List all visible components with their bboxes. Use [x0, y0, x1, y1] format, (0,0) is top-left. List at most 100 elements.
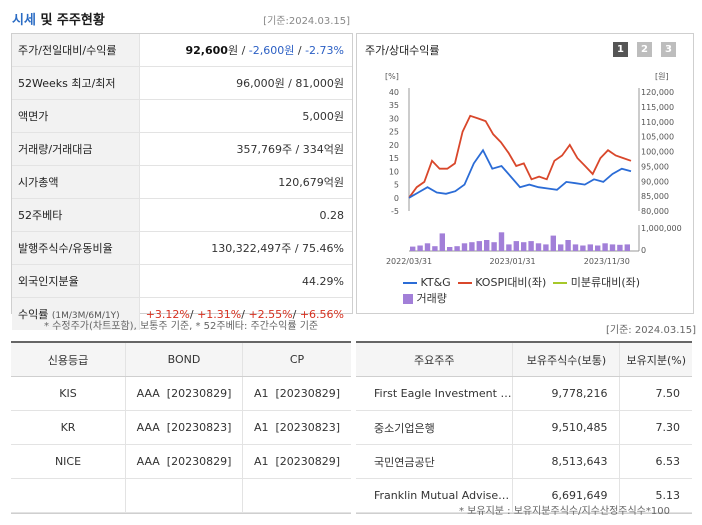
- cp-date: [20230829]: [275, 387, 341, 400]
- right-tick-label: 105,000: [641, 133, 674, 142]
- return-1y: +6.56%: [299, 307, 344, 321]
- chart-tab-1-button[interactable]: 1: [613, 42, 628, 57]
- right-tick-label: 120,000: [641, 88, 674, 97]
- chart-legend: KT&G KOSPI대비(좌) 미분류대비(좌): [403, 274, 640, 290]
- chart-tab-2-button[interactable]: 2: [637, 42, 652, 57]
- volume-tick-label: 0: [641, 246, 646, 255]
- row-label: 액면가: [12, 99, 140, 133]
- col-header: 보유주식수(보통): [512, 343, 621, 377]
- row-value: 0.28: [139, 198, 352, 232]
- agency: KR: [11, 410, 126, 445]
- cp-rating: A1 [20230829]: [242, 376, 351, 411]
- left-tick-label: 30: [389, 114, 399, 123]
- price-chart: [%] [원] 40 35 30 25 20 15 10 5 0 -5 120,000 115,000 11…: [385, 72, 682, 266]
- bond-date: [20230829]: [166, 455, 232, 468]
- volume-bar: [454, 246, 460, 251]
- col-header: 주요주주: [356, 343, 514, 377]
- row-value: 96,000원 / 81,000원: [139, 66, 352, 100]
- holder-shares: 9,510,485: [512, 410, 621, 445]
- cp-grade: A1: [253, 387, 269, 400]
- return-1m: +3.12%: [145, 307, 190, 321]
- right-tick-label: 90,000: [641, 177, 669, 186]
- price-table-panel: 주가/전일대비/수익률 92,600원 / -2,600원 / -2.73% 5…: [11, 33, 353, 330]
- volume-tick-label: 1,000,000: [641, 224, 682, 233]
- legend-item-market: 미분류대비(좌): [553, 276, 640, 289]
- volume-bar: [609, 244, 616, 251]
- agency: NICE: [11, 444, 126, 479]
- shareholders-panel: 주요주주 보유주식수(보통) 보유지분(%) First Eagle Inves…: [356, 341, 692, 514]
- series-line-kospi: [408, 114, 632, 199]
- row-label: 거래량/거래대금: [12, 132, 140, 166]
- cp-date: [20230823]: [275, 421, 341, 434]
- price-note: * 수정주가(차트포함), 보통주 기준, * 52주베타: 주간수익률 기준: [44, 321, 319, 332]
- table-row: 외국인지분율 44.29%: [12, 264, 352, 298]
- table-row: 52Weeks 최고/최저 96,000원 / 81,000원: [12, 66, 352, 100]
- volume-bar: [447, 247, 453, 251]
- table-row: Franklin Mutual Advise… 6,691,649 5.13: [356, 478, 692, 513]
- volume-bar: [521, 242, 527, 251]
- left-tick-label: 0: [394, 194, 399, 203]
- volume-bar: [417, 245, 423, 251]
- bond-rating: AAA [20230829]: [125, 444, 243, 479]
- table-row: 52주베타 0.28: [12, 198, 352, 232]
- cp-grade: A1: [253, 421, 269, 434]
- price-change: -2,600원: [248, 44, 295, 57]
- table-row: 수익률 (1M/3M/6M/1Y) +3.12%/ +1.31%/ +2.55%…: [12, 297, 352, 330]
- reference-date-2: [기준: 2024.03.15]: [606, 325, 697, 336]
- col-header: CP: [242, 343, 351, 377]
- agency: KIS: [11, 376, 126, 411]
- row-value: 130,322,497주 / 75.46%: [139, 231, 352, 265]
- table-row: 시가총액 120,679억원: [12, 165, 352, 199]
- row-label: 52Weeks 최고/최저: [12, 66, 140, 100]
- table-row: KR AAA [20230823] A1 [20230823]: [11, 410, 351, 445]
- title-primary: 시세: [12, 13, 36, 28]
- legend-label-kospi: KOSPI대비(좌): [475, 276, 547, 289]
- cp-date: [20230829]: [275, 455, 341, 468]
- section-title: 시세 및 주주현황: [12, 9, 105, 28]
- table-row: 발행주식수/유동비율 130,322,497주 / 75.46%: [12, 231, 352, 265]
- volume-bar: [595, 245, 601, 251]
- col-header: BOND: [125, 343, 243, 377]
- volume-bar: [528, 241, 534, 251]
- right-tick-label: 85,000: [641, 192, 669, 201]
- volume-bar: [439, 233, 445, 251]
- left-tick-label: 20: [389, 141, 399, 150]
- chart-tab-3-button[interactable]: 3: [661, 42, 676, 57]
- cp-rating: A1 [20230823]: [242, 410, 351, 445]
- left-tick-label: 5: [394, 181, 399, 190]
- bond-date: [20230829]: [166, 387, 232, 400]
- volume-bar: [550, 235, 556, 251]
- row-label: 수익률 (1M/3M/6M/1Y): [12, 297, 140, 330]
- holder-name: 중소기업은행: [356, 410, 514, 445]
- volume-bar: [432, 246, 438, 251]
- volume-bar: [461, 243, 468, 251]
- left-tick-label: 15: [389, 154, 399, 163]
- price-table: 주가/전일대비/수익률 92,600원 / -2,600원 / -2.73% 5…: [12, 34, 352, 330]
- volume-bar: [543, 244, 549, 251]
- left-axis-label: [%]: [385, 72, 399, 81]
- reference-date: [기준:2024.03.15]: [263, 16, 350, 27]
- holder-pct: 6.53: [619, 444, 692, 479]
- volume-bar: [491, 242, 497, 251]
- bond-grade: AAA: [136, 387, 160, 400]
- holder-name: Franklin Mutual Advise…: [356, 478, 514, 513]
- bond-rating: AAA [20230823]: [125, 410, 243, 445]
- holder-name: 국민연금공단: [356, 444, 514, 479]
- table-row: NICE AAA [20230829] A1 [20230829]: [11, 444, 351, 479]
- table-header: 신용등급 BOND CP: [11, 343, 351, 377]
- table-row: First Eagle Investment … 9,778,216 7.50: [356, 376, 692, 411]
- row-label: 외국인지분율: [12, 264, 140, 298]
- cp-grade: A1: [253, 455, 269, 468]
- right-tick-label: 80,000: [641, 207, 669, 216]
- holder-pct: 7.50: [619, 376, 692, 411]
- price-unit: 원: [227, 44, 239, 57]
- col-header: 신용등급: [11, 343, 126, 377]
- row-label: 시가총액: [12, 165, 140, 199]
- legend-line-market: [553, 282, 568, 284]
- returns-value: +3.12%/ +1.31%/ +2.55%/ +6.56%: [145, 307, 344, 321]
- right-tick-label: 115,000: [641, 103, 674, 112]
- volume-bar: [484, 240, 490, 251]
- credit-rating-panel: 신용등급 BOND CP KIS AAA [20230829] A1 [2023…: [11, 341, 351, 514]
- volume-bar: [498, 232, 505, 251]
- legend-swatch-volume: [403, 294, 413, 304]
